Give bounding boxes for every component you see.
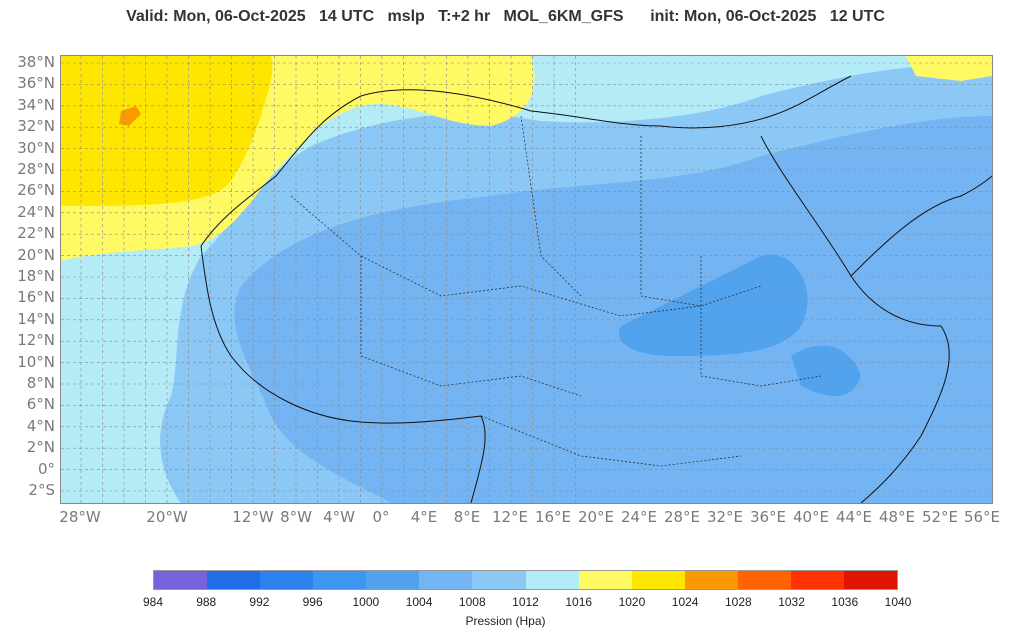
- lon-label: 20°W: [146, 508, 188, 526]
- lon-label: 8°E: [453, 508, 481, 526]
- lat-label: 14°N: [17, 309, 55, 328]
- colorbar-tick-label: 1004: [405, 595, 433, 609]
- lat-label: 34°N: [17, 95, 55, 114]
- graticule: [61, 56, 992, 503]
- lon-label: 56°E: [963, 508, 1001, 526]
- lon-label: 28°W: [59, 508, 101, 526]
- lat-label: 38°N: [17, 53, 55, 71]
- lat-label: 12°N: [17, 331, 55, 350]
- map-canvas: [61, 56, 992, 503]
- colorbar-tick-label: 1016: [565, 595, 593, 609]
- lon-label: 20°E: [577, 508, 615, 526]
- country-borders: [290, 115, 822, 467]
- pressure-colorbar: [153, 570, 898, 590]
- lon-label: 16°E: [534, 508, 572, 526]
- lat-label: 16°N: [17, 288, 55, 307]
- lat-label: 32°N: [17, 117, 55, 136]
- colorbar-swatch: [684, 571, 738, 589]
- lat-label: 4°N: [26, 416, 55, 435]
- lon-label: 8°W: [280, 508, 312, 526]
- field-1004-horn: [791, 345, 861, 396]
- map-title: Valid: Mon, 06-Oct-2025 14 UTC mslp T:+2…: [126, 8, 885, 25]
- lat-label: 36°N: [17, 74, 55, 93]
- colorbar-swatch: [154, 571, 208, 589]
- field-1020-ne: [906, 56, 992, 81]
- colorbar-title: Pression (Hpa): [465, 614, 546, 628]
- colorbar-tick-label: 992: [249, 595, 270, 609]
- colorbar-swatch: [737, 571, 791, 589]
- colorbar-tick-label: 1024: [671, 595, 699, 609]
- colorbar-swatch: [419, 571, 473, 589]
- lat-label: 26°N: [17, 181, 55, 200]
- colorbar-swatch: [207, 571, 261, 589]
- lat-label: 30°N: [17, 138, 55, 157]
- lon-label: 0°: [372, 508, 390, 526]
- colorbar-swatch: [366, 571, 420, 589]
- colorbar-tick-label: 1000: [352, 595, 380, 609]
- lon-label: 4°W: [323, 508, 355, 526]
- lon-label: 28°E: [663, 508, 701, 526]
- colorbar-swatch: [525, 571, 579, 589]
- colorbar-tick-label: 1020: [618, 595, 646, 609]
- lat-label: 8°N: [26, 374, 55, 392]
- colorbar-tick-label: 1032: [778, 595, 805, 609]
- colorbar-tick-label: 1028: [724, 595, 752, 609]
- lat-label: 6°N: [26, 395, 55, 414]
- lon-label: 36°E: [749, 508, 787, 526]
- colorbar-swatch: [313, 571, 367, 589]
- colorbar-swatch: [578, 571, 632, 589]
- colorbar-swatch: [790, 571, 845, 589]
- lon-label: 44°E: [835, 508, 873, 526]
- colorbar-tick-label: 1012: [512, 595, 539, 609]
- colorbar-swatch: [844, 571, 898, 589]
- colorbar-swatch: [260, 571, 314, 589]
- colorbar-tick-label: 996: [302, 595, 323, 609]
- lon-label: 52°E: [921, 508, 959, 526]
- field-1028-spot: [119, 106, 141, 126]
- lon-label: 12°E: [491, 508, 529, 526]
- lat-label: 22°N: [17, 224, 55, 243]
- lat-label: 24°N: [17, 202, 55, 221]
- colorbar-tick-label: 988: [196, 595, 217, 609]
- field-1024-nw: [61, 56, 273, 206]
- lon-label: 40°E: [792, 508, 830, 526]
- lat-label: 10°N: [17, 352, 55, 371]
- lat-label: 18°N: [17, 267, 55, 285]
- coastlines: [200, 75, 992, 503]
- lat-label: 2°N: [26, 438, 55, 457]
- lon-label: 4°E: [410, 508, 438, 526]
- lat-label: 28°N: [17, 160, 55, 178]
- colorbar-tick-label: 1008: [458, 595, 486, 609]
- lat-label: 2°S: [28, 481, 55, 499]
- colorbar-swatch: [472, 571, 526, 589]
- lon-label: 24°E: [620, 508, 658, 526]
- field-1004-east: [619, 254, 808, 356]
- colorbar-swatch: [631, 571, 685, 589]
- colorbar-tick-label: 984: [142, 595, 164, 609]
- colorbar-tick-label: 1036: [831, 595, 859, 609]
- lat-label: 20°N: [17, 245, 55, 264]
- lon-label: 48°E: [878, 508, 916, 526]
- lon-label: 12°W: [232, 508, 274, 526]
- colorbar-tick-label: 1040: [884, 595, 912, 609]
- lat-label: 0°: [37, 459, 55, 478]
- lon-label: 32°E: [706, 508, 744, 526]
- pressure-map[interactable]: [60, 55, 993, 504]
